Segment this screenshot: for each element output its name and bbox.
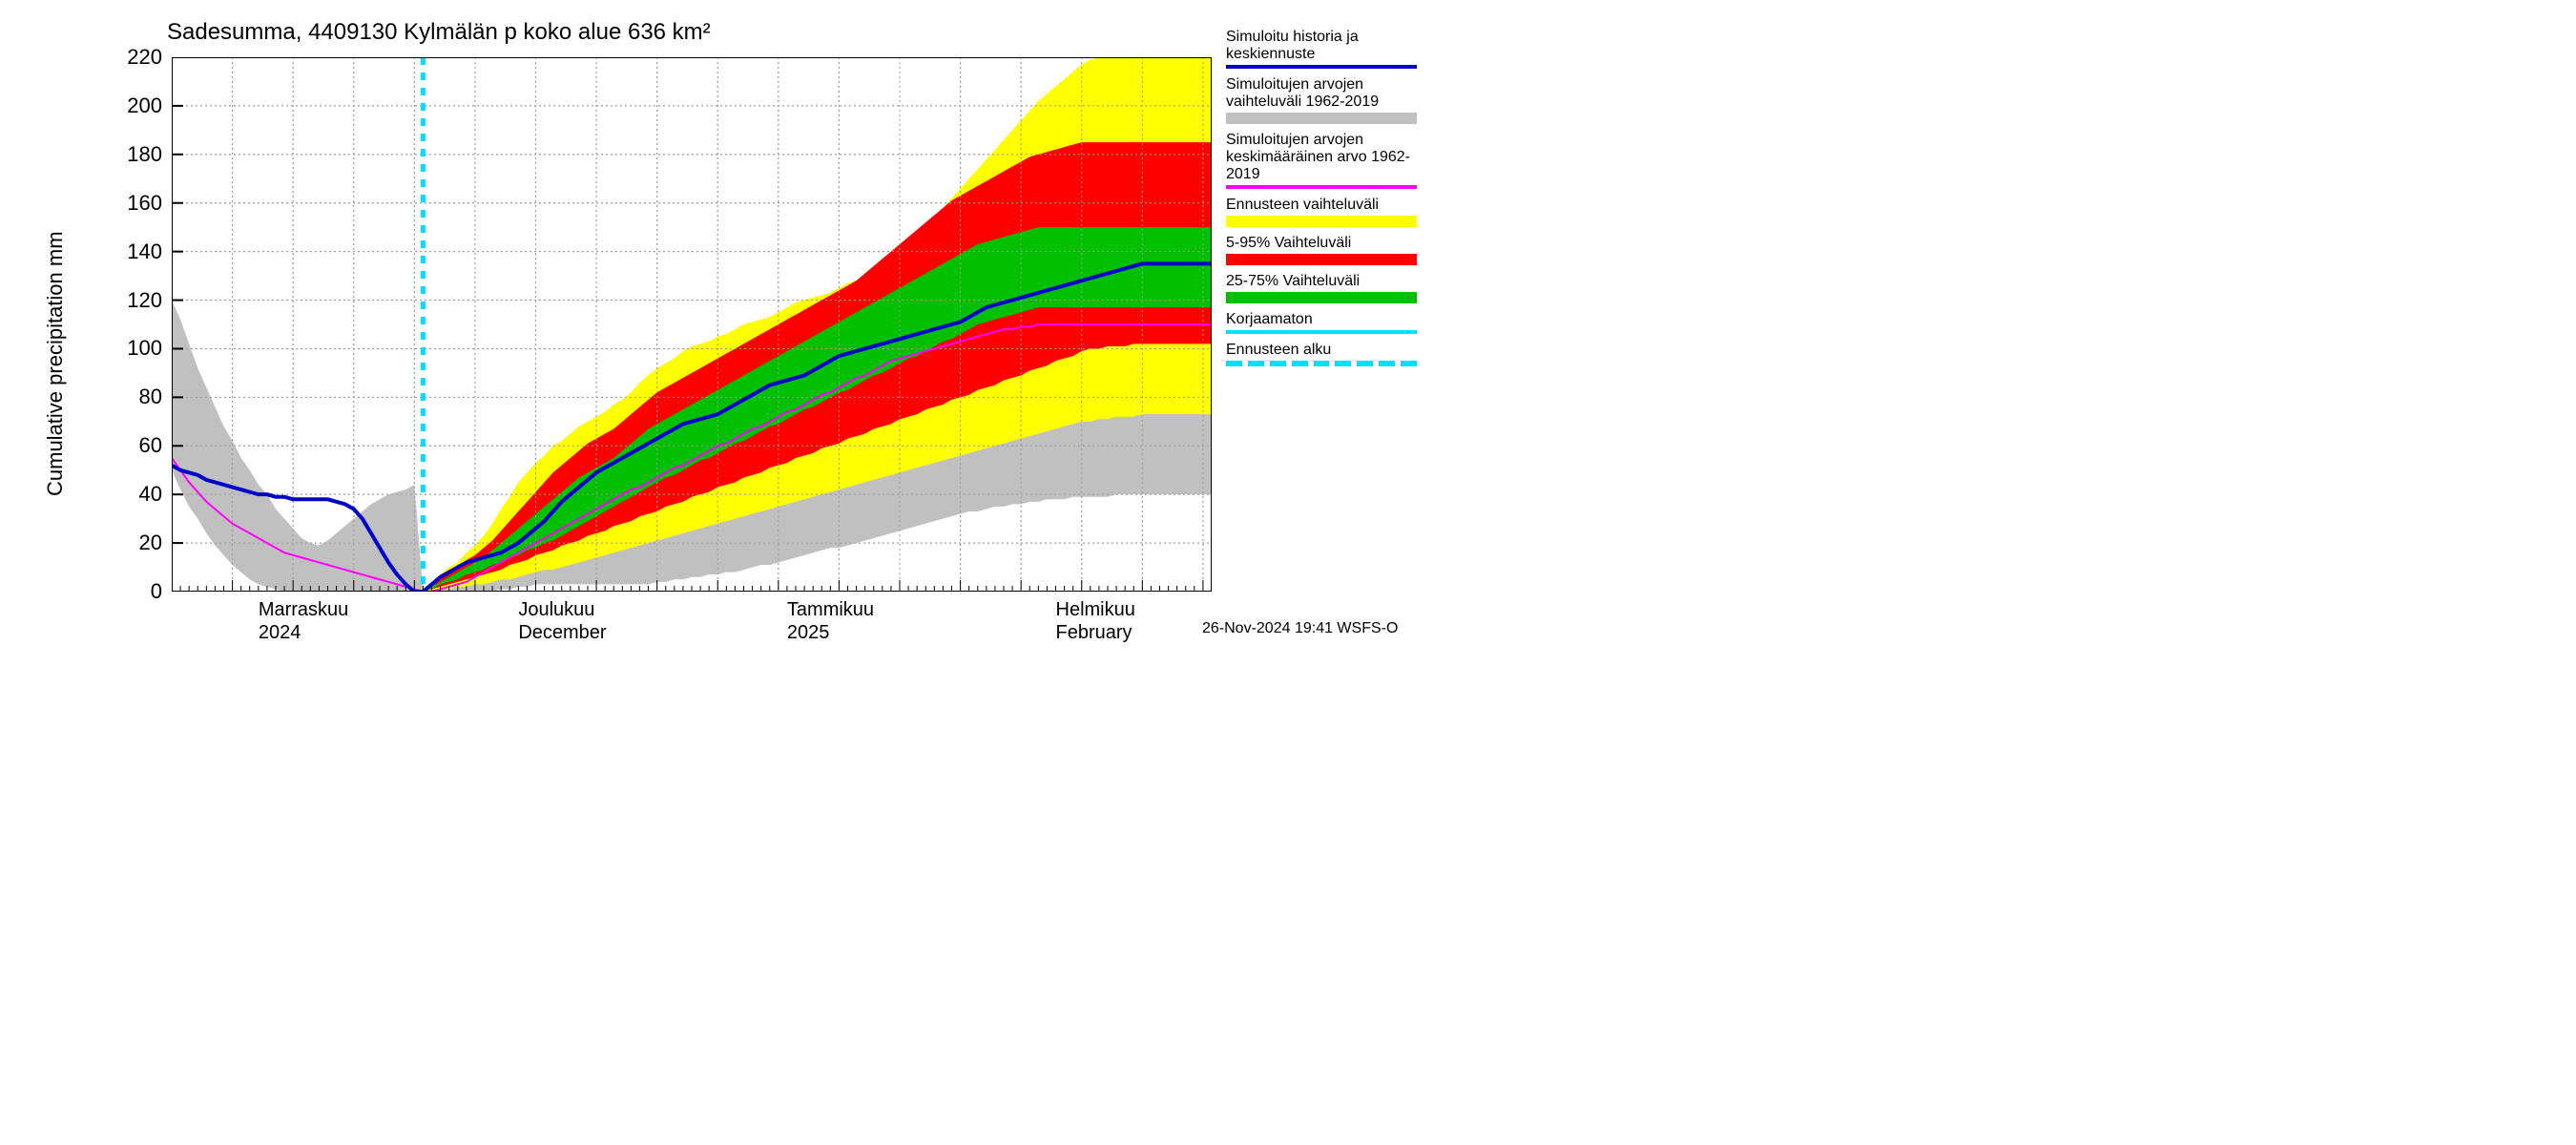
legend-swatch [1226, 216, 1417, 227]
legend-label: 25-75% Vaihteluväli [1226, 273, 1417, 290]
legend-swatch [1226, 292, 1417, 303]
legend-label: Ennusteen alku [1226, 342, 1417, 359]
y-tick-label: 60 [105, 433, 162, 458]
legend-entry: Simuloitu historia ja keskiennuste [1226, 29, 1417, 69]
legend-swatch [1226, 113, 1417, 124]
x-tick-label: Helmikuu [1056, 599, 1135, 621]
legend-label: 5-95% Vaihteluväli [1226, 235, 1417, 252]
legend-entry: Ennusteen vaihteluväli [1226, 197, 1417, 227]
legend-label: Ennusteen vaihteluväli [1226, 197, 1417, 214]
y-tick-label: 20 [105, 531, 162, 555]
y-tick-label: 220 [105, 45, 162, 70]
x-tick-label: Joulukuu [518, 599, 594, 621]
legend-entry: 5-95% Vaihteluväli [1226, 235, 1417, 265]
legend-label: Korjaamaton [1226, 311, 1417, 328]
legend-swatch [1226, 65, 1417, 69]
chart-container: Sadesumma, 4409130 Kylmälän p koko alue … [0, 0, 1431, 639]
x-tick-sublabel: December [518, 622, 606, 644]
legend-label: Simuloitujen arvojen keskimääräinen arvo… [1226, 132, 1417, 183]
y-tick-label: 40 [105, 482, 162, 507]
y-tick-label: 200 [105, 94, 162, 118]
legend-swatch [1226, 254, 1417, 265]
legend-swatch [1226, 185, 1417, 189]
y-tick-label: 80 [105, 385, 162, 409]
y-tick-label: 100 [105, 336, 162, 361]
y-axis-label: Cumulative precipitation mm [43, 231, 68, 496]
legend-entry: Simuloitujen arvojen vaihteluväli 1962-2… [1226, 76, 1417, 124]
legend: Simuloitu historia ja keskiennuste Simulo… [1226, 29, 1417, 374]
legend-swatch [1226, 361, 1417, 366]
x-tick-label: Tammikuu [787, 599, 874, 621]
legend-entry: Simuloitujen arvojen keskimääräinen arvo… [1226, 132, 1417, 189]
y-tick-label: 180 [105, 142, 162, 167]
legend-label: Simuloitujen arvojen vaihteluväli 1962-2… [1226, 76, 1417, 111]
legend-label: Simuloitu historia ja keskiennuste [1226, 29, 1417, 63]
legend-entry: Ennusteen alku [1226, 342, 1417, 366]
legend-swatch [1226, 330, 1417, 334]
x-tick-sublabel: 2024 [259, 622, 301, 644]
y-tick-label: 120 [105, 288, 162, 313]
y-tick-label: 0 [105, 579, 162, 604]
y-tick-label: 140 [105, 239, 162, 264]
legend-entry: 25-75% Vaihteluväli [1226, 273, 1417, 303]
y-tick-label: 160 [105, 191, 162, 216]
x-tick-sublabel: February [1056, 622, 1132, 644]
timestamp: 26-Nov-2024 19:41 WSFS-O [1202, 620, 1398, 637]
chart-title: Sadesumma, 4409130 Kylmälän p koko alue … [167, 19, 711, 46]
x-tick-sublabel: 2025 [787, 622, 830, 644]
x-tick-label: Marraskuu [259, 599, 348, 621]
legend-entry: Korjaamaton [1226, 311, 1417, 334]
plot-area [172, 57, 1212, 592]
